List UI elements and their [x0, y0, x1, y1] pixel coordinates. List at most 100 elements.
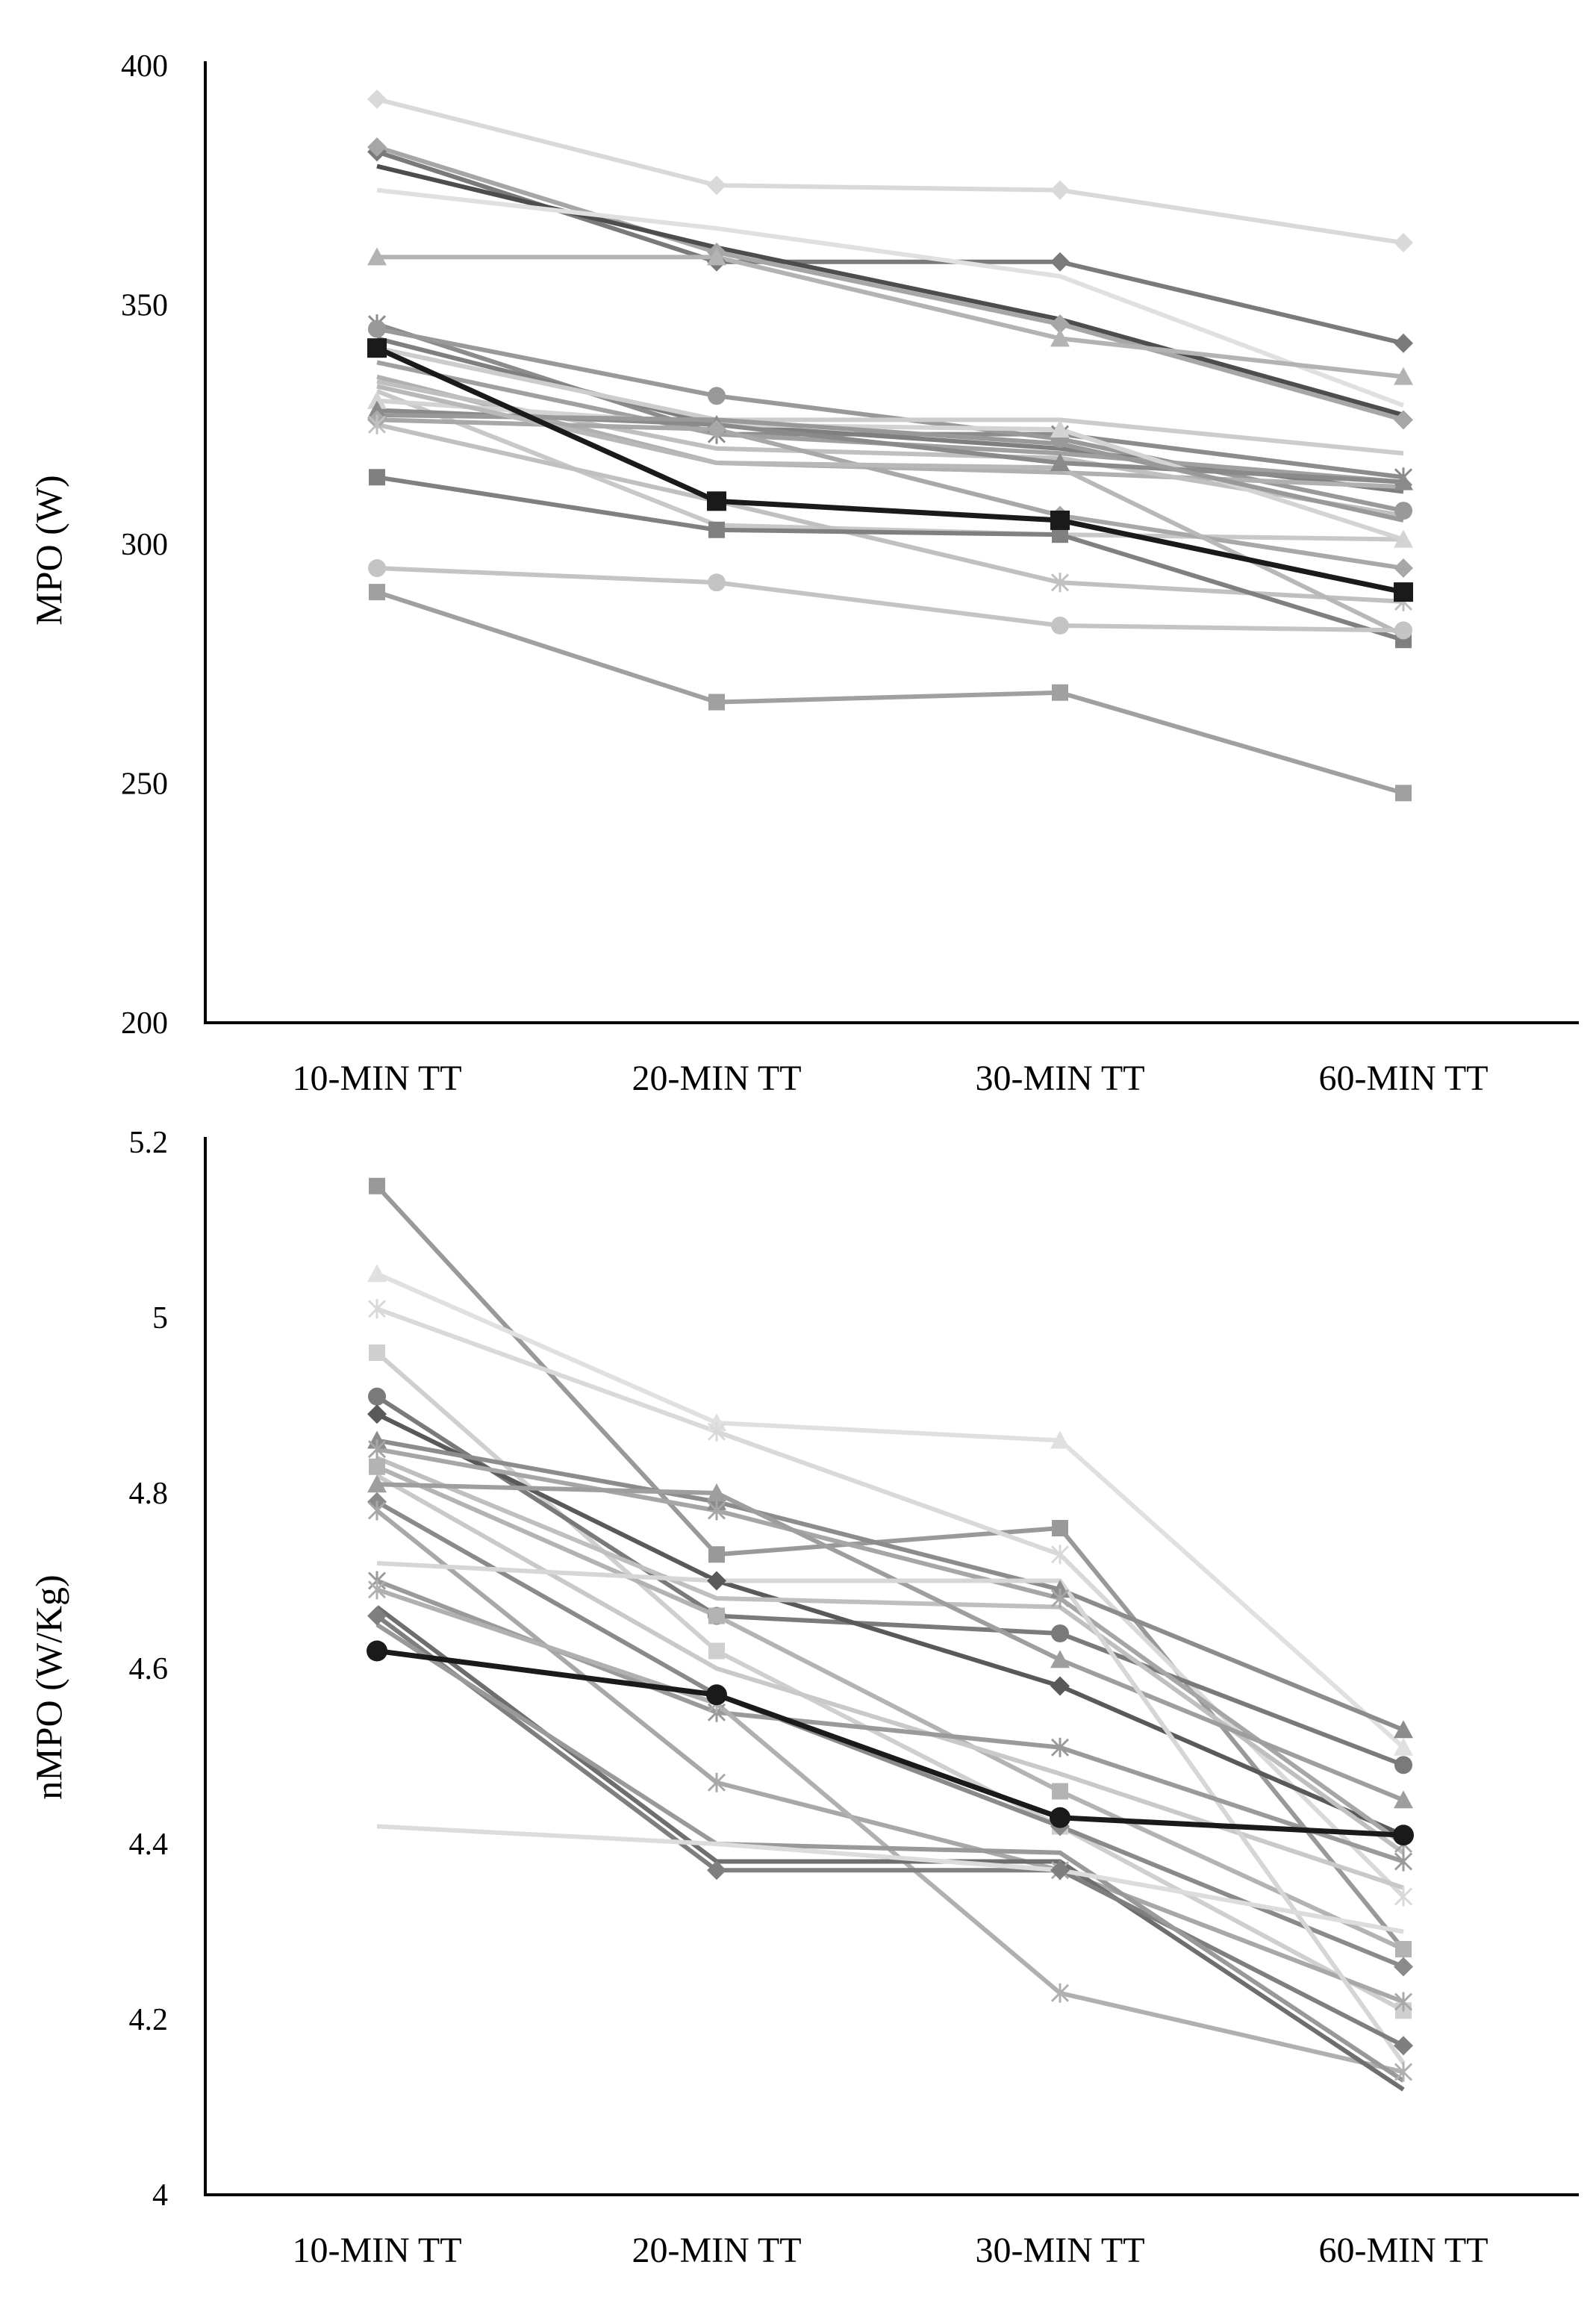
data-point-S8 [1394, 502, 1412, 520]
data-point-T10 [708, 1607, 725, 1624]
data-point-T12 [1050, 1650, 1070, 1668]
data-point-S19 [1394, 558, 1413, 579]
data-point-T5 [1394, 1756, 1412, 1774]
data-point-S1 [367, 89, 387, 109]
data-point-S22 [708, 521, 725, 538]
data-point-T17 [1050, 1983, 1070, 2003]
data-point-S1 [1050, 180, 1070, 200]
data-point-T1 [369, 1177, 385, 1194]
series-line-T4 [375, 1350, 1405, 2013]
series-line-S2 [376, 149, 1404, 346]
series-line-T20 [375, 1622, 1405, 2083]
x-tick-label: 10-MIN TT [292, 2231, 461, 2270]
data-point-T13 [1394, 1957, 1413, 1977]
series-line-S7 [376, 322, 1404, 480]
data-point-S6 [367, 247, 387, 266]
data-point-T3 [1050, 1545, 1070, 1565]
series-line-S8 [376, 326, 1404, 514]
data-point-S23 [1051, 616, 1069, 635]
series-line-S23 [376, 566, 1404, 633]
data-point-S3 [1394, 410, 1413, 430]
series-lines [375, 96, 1405, 796]
series-line-S5 [376, 187, 1405, 408]
data-point-T4 [369, 1344, 385, 1361]
data-point-T12 [707, 1483, 726, 1501]
data-point-S24 [708, 694, 725, 711]
y-tick-label: 4.4 [129, 1828, 169, 1862]
data-point-T21 [1050, 1807, 1070, 1828]
data-point-S24 [1395, 785, 1412, 802]
data-point-S2 [1394, 333, 1413, 353]
data-point-T3 [367, 1299, 387, 1319]
data-point-S6 [707, 247, 726, 266]
series-markers [367, 89, 1413, 802]
y-tick-label: 300 [121, 528, 168, 562]
data-point-S20 [1050, 573, 1070, 593]
x-tick-label: 30-MIN TT [975, 2231, 1144, 2270]
axes [204, 61, 1579, 1024]
data-point-T16 [1394, 1851, 1413, 1872]
data-point-T14 [1394, 1992, 1413, 2012]
x-tick-label: 20-MIN TT [632, 2231, 801, 2270]
data-point-T21 [367, 1640, 387, 1662]
data-point-T2 [367, 1264, 387, 1283]
data-point-S20 [367, 414, 387, 434]
series-line-T6 [375, 1412, 1405, 1838]
mpo-chart: MPO (W) 200 250 300 350 400 10-MIN TT 20-MIN … [28, 49, 1579, 1098]
data-point-T6 [707, 1571, 726, 1591]
data-point-S24 [1052, 684, 1068, 701]
y-tick-labels: 200 250 300 350 400 [121, 49, 168, 1041]
y-axis-label: nMPO (W/Kg) [28, 1574, 69, 1799]
data-point-T10 [369, 1458, 385, 1475]
series-line-S20 [376, 422, 1404, 604]
data-point-T12 [367, 1474, 387, 1493]
series-line-S13 [376, 374, 1404, 490]
y-tick-label: 4.8 [129, 1477, 169, 1511]
y-tick-label: 4.6 [129, 1652, 169, 1686]
data-point-S23 [708, 573, 726, 592]
series-line-T9 [375, 1456, 1405, 1855]
series-line-S10 [376, 346, 1404, 456]
x-tick-labels: 10-MIN TT 20-MIN TT 30-MIN TT 60-MIN TT [292, 1059, 1488, 1098]
series-line-S4 [376, 163, 1404, 417]
data-point-S23 [1394, 621, 1412, 640]
data-point-S17 [1050, 453, 1070, 472]
data-point-S17 [367, 400, 387, 419]
y-tick-label: 350 [121, 289, 168, 323]
series-lines [375, 1184, 1406, 2092]
data-point-T3 [1394, 1886, 1413, 1907]
series-line-T12 [376, 1482, 1405, 1803]
series-line-T17 [376, 1587, 1404, 2075]
data-point-T21 [706, 1684, 727, 1706]
data-point-T7 [1394, 1720, 1413, 1739]
data-point-S11 [1050, 510, 1070, 530]
data-point-S22 [1052, 526, 1068, 543]
nmpo-chart: nMPO (W/Kg) 4 4.2 4.4 4.6 4.8 5 5.2 10-MIN TT 2… [28, 1126, 1579, 2270]
y-tick-label: 400 [121, 49, 168, 84]
x-tick-label: 60-MIN TT [1318, 2231, 1488, 2270]
series-line-S16 [376, 398, 1404, 542]
data-point-T10 [1052, 1783, 1068, 1800]
data-point-S8 [708, 387, 726, 405]
data-point-S1 [707, 175, 726, 196]
series-line-T8 [376, 1447, 1405, 1846]
data-point-S16 [367, 390, 387, 409]
data-point-T1 [708, 1546, 725, 1563]
series-line-T7 [376, 1438, 1405, 1733]
data-point-T5 [368, 1387, 386, 1406]
data-point-S6 [1050, 328, 1070, 347]
y-tick-label: 4.2 [129, 2003, 169, 2037]
y-tick-labels: 4 4.2 4.4 4.6 4.8 5 5.2 [129, 1126, 169, 2213]
y-tick-label: 200 [121, 1006, 168, 1041]
y-tick-label: 5.2 [129, 1126, 169, 1160]
axes [204, 1137, 1579, 2196]
series-line-T3 [375, 1306, 1406, 1898]
series-line-T15 [376, 1561, 1406, 2065]
series-line-S9 [376, 336, 1404, 494]
data-point-S22 [369, 469, 385, 486]
data-point-S3 [367, 137, 387, 157]
data-point-S17 [1394, 472, 1413, 490]
series-line-T22 [376, 1824, 1404, 1934]
series-line-S11 [375, 345, 1404, 595]
